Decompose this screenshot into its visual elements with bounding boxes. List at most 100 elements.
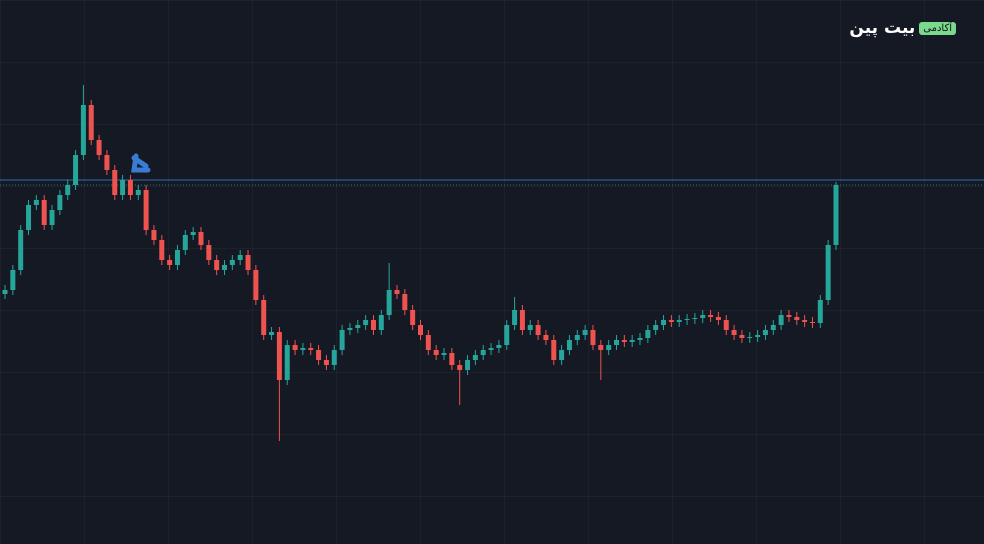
candle-body <box>755 335 761 337</box>
candle-body <box>684 319 690 320</box>
candle-body <box>817 300 823 323</box>
candle-body <box>120 180 126 195</box>
candle-body <box>370 320 376 330</box>
candle-body <box>629 340 635 342</box>
candle-body <box>292 345 298 350</box>
logo: آکادمی بیت پین <box>849 18 956 38</box>
candle-body <box>504 325 510 345</box>
candle-body <box>723 320 729 330</box>
candle-body <box>676 320 682 322</box>
candle-body <box>2 290 8 294</box>
candle-body <box>80 105 86 155</box>
candle-body <box>425 335 431 350</box>
candle-body <box>566 340 572 350</box>
candle-body <box>465 360 471 370</box>
candle-body <box>323 360 329 365</box>
candle-body <box>598 345 604 350</box>
candle-body <box>488 348 494 350</box>
candle-body <box>331 350 337 365</box>
candle-body <box>18 230 24 270</box>
candle-body <box>762 330 768 335</box>
candle-body <box>222 265 228 270</box>
candle-body <box>747 337 753 338</box>
candle-body <box>269 332 275 335</box>
candle-body <box>715 317 721 320</box>
candle-body <box>613 340 619 345</box>
candle-body <box>582 330 588 335</box>
candle-body <box>809 322 815 323</box>
candle-body <box>519 310 525 330</box>
candle-body <box>661 320 667 325</box>
candle-body <box>112 170 118 195</box>
candle-body <box>143 190 149 230</box>
candle-body <box>394 290 400 294</box>
candle-body <box>300 348 306 350</box>
candle-body <box>802 320 808 322</box>
candle-body <box>355 325 361 328</box>
candle-body <box>363 320 369 325</box>
candle-body <box>496 345 502 348</box>
candle-body <box>480 350 486 355</box>
candle-body <box>33 200 39 205</box>
candle-body <box>825 245 831 300</box>
candle-body <box>135 190 141 195</box>
candle-body <box>794 317 800 320</box>
candle-body <box>151 230 157 240</box>
candle-body <box>214 260 220 270</box>
candle-body <box>637 338 643 340</box>
candle-body <box>96 140 102 155</box>
candle-body <box>386 290 392 315</box>
candle-body <box>731 330 737 335</box>
candle-body <box>739 335 745 338</box>
candle-body <box>457 365 463 370</box>
candle-body <box>449 353 455 365</box>
candle-body <box>316 350 322 360</box>
candle-body <box>26 205 32 230</box>
candle-body <box>472 355 478 360</box>
candle-body <box>229 260 235 265</box>
candle-body <box>606 345 612 350</box>
candle-body <box>418 325 423 335</box>
candle-body <box>253 270 259 300</box>
candle-body <box>543 335 549 340</box>
candle-body <box>692 318 698 319</box>
candle-body <box>127 180 133 195</box>
candle-body <box>653 325 659 330</box>
candle-body <box>159 240 165 260</box>
candle-body <box>441 353 447 355</box>
candle-body <box>512 310 518 325</box>
logo-badge: آکادمی <box>919 21 956 35</box>
candle-body <box>206 245 212 260</box>
candle-body <box>700 315 706 318</box>
candle-body <box>104 155 110 170</box>
candle-body <box>833 185 839 245</box>
candle-body <box>668 320 674 322</box>
candle-body <box>245 255 251 270</box>
candle-body <box>198 232 204 245</box>
candle-body <box>88 105 94 140</box>
candle-body <box>786 315 792 317</box>
candle-body <box>645 330 651 338</box>
candle-body <box>347 328 353 330</box>
candle-body <box>410 310 416 325</box>
candle-body <box>559 350 565 360</box>
candle-body <box>378 315 384 330</box>
arrow <box>131 153 151 173</box>
candle-body <box>308 348 314 350</box>
candle-body <box>49 210 55 225</box>
candle-body <box>65 185 71 195</box>
candle-body <box>708 315 714 317</box>
candle-body <box>182 235 188 250</box>
candle-body <box>770 325 776 330</box>
candle-body <box>57 195 63 210</box>
candle-body <box>167 260 173 265</box>
candle-body <box>284 345 290 380</box>
candle-body <box>433 350 439 355</box>
candle-body <box>402 294 408 310</box>
candle-body <box>174 250 180 265</box>
candle-body <box>41 200 47 225</box>
candle-body <box>339 330 345 350</box>
candle-body <box>190 232 196 235</box>
